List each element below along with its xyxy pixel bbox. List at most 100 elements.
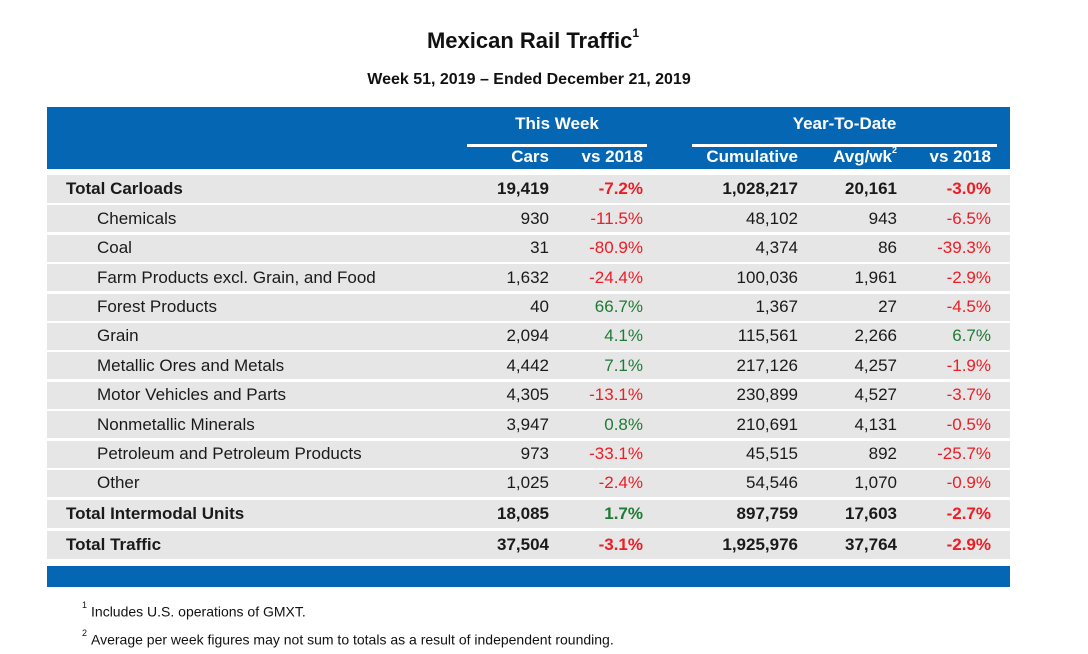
cell-cumulative: 1,925,976: [722, 534, 798, 554]
cell-week-vs-2018: -3.1%: [598, 534, 643, 554]
cell-cumulative: 897,759: [736, 503, 798, 523]
cell-avg-wk: 1,070: [854, 473, 897, 493]
table-row: Forest Products 40 66.7% 1,367 27 -4.5%: [47, 293, 1010, 321]
table-row: Grain 2,094 4.1% 115,561 2,266 6.7%: [47, 322, 1010, 350]
table-row: Nonmetallic Minerals 3,947 0.8% 210,691 4,13…: [47, 411, 1010, 439]
cell-ytd-vs-2018: -0.5%: [946, 414, 991, 434]
table-row-total: Total Carloads 19,419 -7.2% 1,028,217 20,161…: [47, 175, 1010, 203]
cell-cars: 18,085: [497, 503, 549, 523]
cell-ytd-vs-2018: 6.7%: [952, 326, 991, 346]
cell-avg-wk: 4,131: [854, 414, 897, 434]
cell-avg-wk: 4,257: [854, 355, 897, 375]
cell-avg-wk: 892: [868, 444, 897, 464]
cell-avg-wk: 1,961: [854, 267, 897, 287]
header-group-label: Year-To-Date: [792, 114, 897, 133]
cell-week-vs-2018: 66.7%: [594, 297, 643, 317]
cell-cars: 973: [520, 444, 549, 464]
cell-cumulative: 4,374: [755, 238, 798, 258]
row-label: Chemicals: [97, 208, 177, 228]
cell-cars: 2,094: [506, 326, 549, 346]
cell-ytd-vs-2018: -3.7%: [946, 385, 991, 405]
column-header-avg-wk: Avg/wk2: [833, 145, 897, 167]
cell-ytd-vs-2018: -2.9%: [946, 534, 991, 554]
cell-cumulative: 1,028,217: [722, 179, 798, 198]
cell-cumulative: 230,899: [736, 385, 798, 405]
row-label: Farm Products excl. Grain, and Food: [97, 267, 376, 287]
header-group-this-week: This Week: [467, 114, 647, 147]
cell-ytd-vs-2018: -4.5%: [946, 297, 991, 317]
cell-avg-wk: 943: [868, 208, 897, 228]
avg-wk-label: Avg/wk: [833, 147, 892, 166]
header-group-ytd: Year-To-Date: [692, 114, 997, 147]
title-footnote-ref: 1: [632, 25, 640, 40]
cell-week-vs-2018: -13.1%: [589, 385, 643, 405]
page-subtitle: Week 51, 2019 – Ended December 21, 2019: [367, 71, 691, 88]
cell-cars: 4,442: [506, 355, 549, 375]
footnote-2: 2 Average per week figures may not sum to…: [82, 624, 614, 652]
cell-week-vs-2018: 0.8%: [604, 414, 643, 434]
row-label: Motor Vehicles and Parts: [97, 385, 286, 405]
title-text: Mexican Rail Traffic: [426, 28, 633, 53]
table-row: Chemicals 930 -11.5% 48,102 943 -6.5%: [47, 205, 1010, 233]
footnote-ref: 1: [82, 600, 88, 610]
cell-avg-wk: 2,266: [854, 326, 897, 346]
table-row: Coal 31 -80.9% 4,374 86 -39.3%: [47, 234, 1010, 262]
footnote-text: Includes U.S. operations of GMXT.: [91, 603, 306, 620]
cell-cars: 1,025: [506, 473, 549, 493]
cell-avg-wk: 4,527: [854, 385, 897, 405]
table-header: This Week Year-To-Date Cars vs 2018 Cumu…: [47, 107, 1010, 169]
cell-week-vs-2018: -24.4%: [589, 267, 643, 287]
footnote-1: 1 Includes U.S. operations of GMXT.: [82, 596, 614, 624]
cell-cars: 3,947: [506, 414, 549, 434]
footnotes: 1 Includes U.S. operations of GMXT. 2 Aver…: [82, 596, 614, 652]
table-footer-bar: [47, 566, 1010, 587]
cell-ytd-vs-2018: -2.9%: [946, 267, 991, 287]
table-row: Metallic Ores and Metals 4,442 7.1% 217,126…: [47, 352, 1010, 380]
cell-avg-wk: 27: [878, 297, 897, 317]
row-label: Nonmetallic Minerals: [97, 414, 255, 434]
cell-avg-wk: 20,161: [845, 179, 897, 198]
row-label: Total Traffic: [66, 534, 162, 554]
cell-ytd-vs-2018: -6.5%: [946, 208, 991, 228]
footnote-ref: 2: [82, 628, 88, 638]
table-row: Other 1,025 -2.4% 54,546 1,070 -0.9%: [47, 469, 1010, 497]
cell-week-vs-2018: 7.1%: [604, 355, 643, 375]
cell-cars: 40: [530, 297, 549, 317]
cell-ytd-vs-2018: -2.7%: [946, 503, 991, 523]
row-label: Total Intermodal Units: [66, 503, 245, 523]
cell-cumulative: 100,036: [736, 267, 798, 287]
column-header-week-vs-2018: vs 2018: [581, 147, 643, 166]
table-row: Petroleum and Petroleum Products 973 -33.1…: [47, 440, 1010, 468]
cell-cars: 930: [520, 208, 549, 228]
header-group-underline: [467, 144, 647, 147]
row-label: Other: [97, 473, 140, 493]
cell-cumulative: 210,691: [736, 414, 798, 434]
cell-week-vs-2018: 4.1%: [604, 326, 643, 346]
table-row-total: Total Traffic 37,504 -3.1% 1,925,976 37,764 -…: [47, 530, 1010, 559]
cell-ytd-vs-2018: -25.7%: [937, 444, 991, 464]
cell-week-vs-2018: -11.5%: [590, 208, 643, 228]
cell-cumulative: 1,367: [755, 297, 798, 317]
cell-cars: 37,504: [497, 534, 549, 554]
row-label: Forest Products: [97, 297, 217, 317]
cell-cars: 19,419: [497, 179, 549, 198]
cell-cumulative: 54,546: [746, 473, 798, 493]
row-label: Coal: [97, 238, 132, 258]
table-row: Farm Products excl. Grain, and Food 1,632…: [47, 264, 1010, 292]
header-group-underline: [692, 144, 997, 147]
cell-cars: 31: [530, 238, 549, 258]
cell-avg-wk: 37,764: [845, 534, 897, 554]
table-row: Motor Vehicles and Parts 4,305 -13.1% 230,8…: [47, 381, 1010, 409]
cell-ytd-vs-2018: -0.9%: [946, 473, 991, 493]
cell-week-vs-2018: 1.7%: [604, 503, 643, 523]
cell-cumulative: 217,126: [736, 355, 798, 375]
cell-week-vs-2018: -33.1%: [589, 444, 643, 464]
avg-footnote-ref: 2: [891, 145, 897, 156]
cell-week-vs-2018: -2.4%: [598, 473, 643, 493]
page-title: Mexican Rail Traffic1: [0, 25, 1066, 54]
cell-cumulative: 115,561: [737, 326, 798, 346]
column-header-cars: Cars: [511, 147, 549, 166]
row-label: Metallic Ores and Metals: [97, 355, 285, 375]
header-group-label: This Week: [515, 114, 599, 133]
cell-cars: 4,305: [506, 385, 549, 405]
